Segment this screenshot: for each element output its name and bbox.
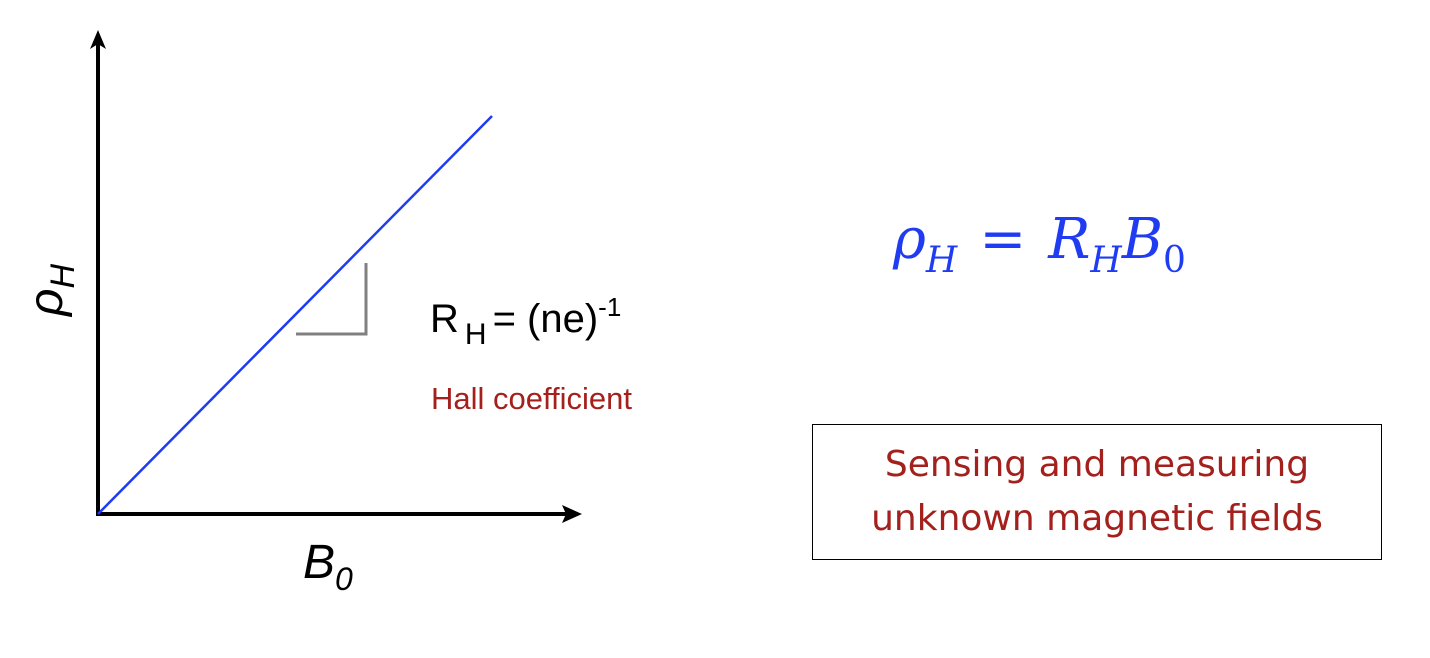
y-axis-label: ρH xyxy=(20,264,82,319)
formula-rhs-subscript-1: H xyxy=(1090,240,1122,281)
linear-relation-line xyxy=(97,115,493,515)
hall-resistivity-formula: ρH = RHB0 xyxy=(893,212,1186,279)
hall-coefficient-caption: Hall coefficient xyxy=(431,381,632,416)
application-line-2: unknown magnetic fields xyxy=(871,498,1323,539)
application-line-1: Sensing and measuring xyxy=(884,444,1310,485)
formula-lhs-symbol: ρ xyxy=(893,207,926,272)
x-axis-arrowhead xyxy=(562,505,582,523)
slope-triangle xyxy=(296,263,368,336)
hall-coefficient-expression: R H = (ne)-1 xyxy=(430,292,621,351)
formula-rhs-symbol-1: R xyxy=(1048,207,1091,272)
formula-equals: = xyxy=(979,207,1027,272)
y-axis-arrowhead xyxy=(90,30,106,49)
formula-rhs-symbol-2: B xyxy=(1121,207,1163,272)
x-axis-label: B0 xyxy=(303,536,353,597)
application-box: Sensing and measuring unknown magnetic f… xyxy=(812,424,1382,560)
formula-rhs-subscript-2: 0 xyxy=(1162,240,1186,281)
formula-lhs-subscript: H xyxy=(925,240,958,281)
